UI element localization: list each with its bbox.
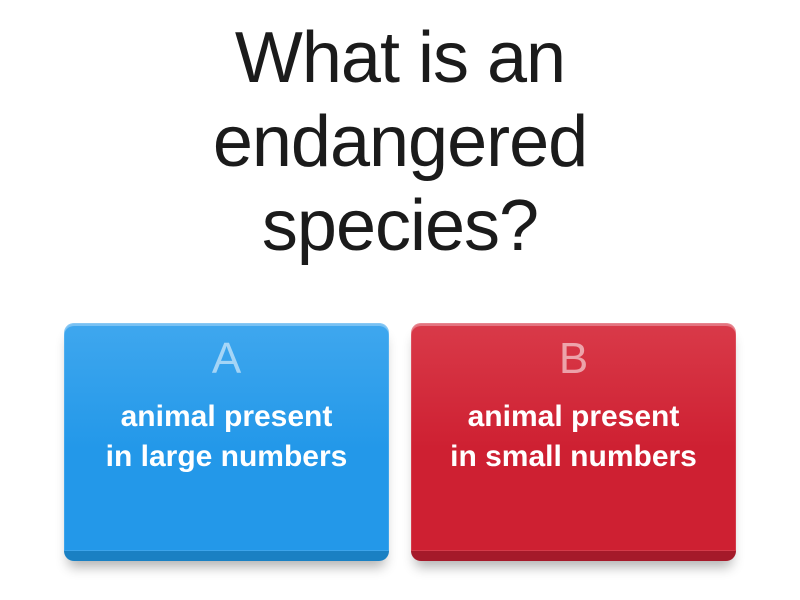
question-line: species? xyxy=(261,186,539,267)
quiz-page: What is an endangered species? A animal … xyxy=(0,0,800,561)
answer-letter: A xyxy=(211,334,242,383)
answer-text-line: animal present xyxy=(467,400,680,434)
answer-text: animal present in small numbers xyxy=(411,323,736,551)
answers-row: A animal present in large numbers B anim… xyxy=(64,323,736,561)
question-line: What is an xyxy=(234,18,566,98)
answer-text-line: in large numbers xyxy=(105,440,348,473)
answer-text: animal present in large numbers xyxy=(64,323,389,551)
question-title: What is an endangered species? xyxy=(0,0,800,269)
answer-button-a[interactable]: A animal present in large numbers xyxy=(64,323,389,561)
question-line: endangered xyxy=(212,102,588,183)
answer-letter: B xyxy=(558,334,589,383)
answer-text-line: in small numbers xyxy=(450,440,697,473)
answer-text-line: animal present xyxy=(120,400,333,434)
answer-button-b[interactable]: B animal present in small numbers xyxy=(411,323,736,561)
